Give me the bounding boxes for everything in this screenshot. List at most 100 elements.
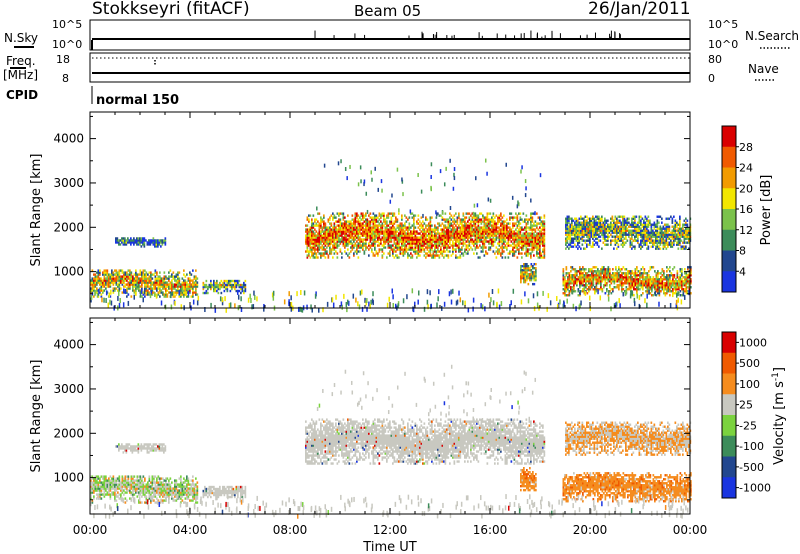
- range-cell: [626, 217, 629, 220]
- range-cell: [380, 238, 382, 241]
- range-cell: [151, 241, 153, 244]
- range-cell: [658, 239, 660, 242]
- range-cell: [381, 256, 384, 259]
- range-cell: [594, 270, 596, 273]
- range-cell: [569, 223, 572, 226]
- range-cell: [471, 248, 474, 251]
- range-cell: [152, 239, 155, 242]
- range-cell: [365, 232, 367, 235]
- range-cell: [522, 228, 525, 231]
- range-cell: [341, 232, 343, 235]
- range-cell: [365, 218, 367, 221]
- range-cell: [354, 244, 357, 247]
- range-cell: [618, 272, 620, 275]
- range-cell: [235, 279, 238, 283]
- range-cell: [510, 212, 513, 215]
- range-cell: [494, 238, 496, 241]
- range-cell: [168, 291, 170, 294]
- range-cell: [402, 234, 405, 237]
- range-cell: [329, 252, 331, 255]
- range-cell: [142, 237, 144, 240]
- range-cell: [368, 254, 370, 257]
- range-cell: [229, 279, 232, 283]
- range-cell: [312, 254, 315, 257]
- range-cell: [210, 287, 212, 291]
- range-cell: [359, 228, 361, 231]
- range-cell: [333, 242, 336, 245]
- range-cell: [125, 239, 128, 242]
- range-cell: [395, 236, 397, 239]
- range-cell: [603, 284, 605, 287]
- range-cell: [363, 250, 366, 253]
- range-cell: [500, 246, 502, 249]
- range-cell: [413, 238, 415, 241]
- range-cell: [605, 243, 608, 246]
- range-cell: [112, 277, 115, 280]
- range-cell: [91, 281, 94, 284]
- range-cell: [216, 285, 218, 289]
- range-cell: [344, 244, 346, 247]
- range-cell: [365, 212, 367, 215]
- range-cell: [568, 215, 570, 218]
- range-cell: [171, 283, 173, 286]
- range-cell: [411, 230, 414, 233]
- range-cell: [616, 284, 619, 287]
- range-cell: [148, 293, 151, 296]
- range-cell: [393, 236, 396, 239]
- range-cell: [417, 250, 420, 253]
- range-cell: [572, 245, 575, 248]
- range-cell: [395, 246, 397, 249]
- range-cell: [423, 254, 426, 257]
- range-cell: [651, 266, 653, 269]
- range-cell: [192, 293, 194, 296]
- range-cell: [477, 256, 480, 259]
- range-cell: [125, 241, 128, 244]
- range-cell: [593, 217, 596, 220]
- range-cell: [359, 220, 361, 223]
- range-cell: [312, 214, 315, 217]
- range-cell: [386, 228, 388, 231]
- range-cell: [351, 230, 354, 233]
- range-cell: [202, 287, 205, 291]
- range-cell: [375, 234, 378, 237]
- range-cell: [465, 212, 468, 215]
- range-cell: [608, 235, 611, 238]
- range-cell: [195, 277, 197, 280]
- range-cell: [139, 269, 142, 272]
- range-cell: [663, 282, 665, 285]
- range-cell: [589, 274, 592, 277]
- range-cell: [130, 273, 133, 276]
- range-cell: [465, 222, 468, 225]
- range-cell: [147, 283, 149, 286]
- range-cell: [568, 243, 570, 246]
- range-cell: [447, 218, 450, 221]
- range-cell: [318, 252, 321, 255]
- range-cell: [518, 212, 520, 215]
- range-cell: [118, 275, 121, 278]
- range-cell: [193, 285, 196, 288]
- range-cell: [308, 228, 310, 231]
- range-cell: [673, 280, 676, 283]
- range-cell: [393, 250, 396, 253]
- range-cell: [374, 226, 376, 229]
- range-cell: [393, 226, 396, 229]
- range-cell: [404, 224, 406, 227]
- range-cell: [324, 242, 327, 245]
- range-cell: [137, 237, 140, 240]
- range-cell: [348, 252, 351, 255]
- range-cell: [432, 228, 435, 231]
- range-cell: [115, 239, 117, 242]
- range-cell: [533, 232, 535, 235]
- range-cell: [339, 234, 342, 237]
- range-cell: [354, 224, 357, 227]
- range-cell: [407, 252, 409, 255]
- range-cell: [148, 275, 151, 278]
- range-cell: [347, 230, 349, 233]
- range-cell: [139, 273, 142, 276]
- range-cell: [138, 289, 140, 292]
- range-cell: [174, 277, 176, 280]
- range-cell: [114, 281, 116, 284]
- range-cell: [120, 287, 122, 290]
- range-cell: [396, 226, 399, 229]
- range-cell: [371, 216, 373, 219]
